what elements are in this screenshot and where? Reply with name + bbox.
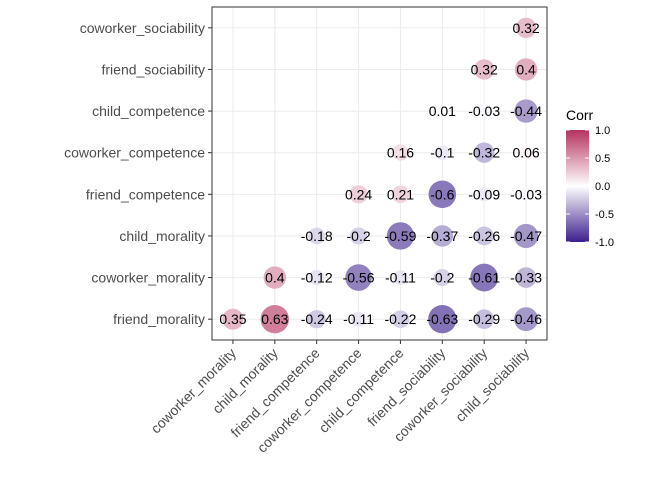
correlation-circle — [433, 268, 451, 287]
y-tick-label: coworker_morality — [91, 270, 205, 286]
y-tick-label: friend_sociability — [102, 61, 206, 77]
x-tick-label: child_sociability — [452, 345, 532, 425]
legend-ticks: 1.0 0.5 0.0 -0.5 -1.0 — [566, 125, 614, 249]
correlation-value-label: 0.01 — [429, 103, 456, 119]
correlation-value-label: -0.61 — [468, 270, 500, 286]
legend: Corr 1.0 0.5 0.0 -0.5 -1.0 — [566, 107, 614, 249]
correlation-circle — [474, 142, 495, 163]
correlation-value-label: 0.35 — [219, 311, 246, 327]
correlation-circle — [474, 59, 495, 80]
correlation-circle — [260, 304, 290, 334]
y-tick-label: friend_competence — [86, 186, 205, 202]
correlation-circle — [435, 145, 450, 160]
correlation-circle — [477, 104, 491, 118]
y-tick-label: coworker_competence — [64, 145, 205, 161]
correlation-value-label: -0.33 — [510, 270, 542, 286]
x-axis-labels: coworker_moralitychild_moralityfriend_co… — [147, 340, 532, 456]
correlation-value-label: -0.37 — [426, 228, 458, 244]
correlation-circle — [308, 227, 326, 245]
correlation-value-label: 0.06 — [512, 145, 539, 161]
correlation-value-label: -0.03 — [510, 186, 542, 202]
correlation-circle — [519, 145, 533, 160]
correlation-circle — [307, 310, 326, 329]
correlation-value-label: 0.16 — [387, 145, 414, 161]
correlation-value-label: -0.18 — [301, 228, 333, 244]
correlation-circles — [222, 17, 539, 334]
correlation-value-label: 0.63 — [261, 311, 288, 327]
correlation-value-label: 0.21 — [387, 186, 414, 202]
correlation-value-label: -0.2 — [430, 270, 454, 286]
correlation-circle — [392, 144, 409, 161]
correlation-circle — [349, 185, 368, 204]
legend-title: Corr — [566, 107, 594, 123]
correlation-circle — [436, 104, 449, 118]
correlation-value-label: -0.6 — [430, 186, 454, 202]
correlation-value-label: -0.22 — [384, 311, 416, 327]
correlation-value-label: -0.03 — [468, 103, 500, 119]
correlation-circle — [428, 304, 457, 334]
y-axis-labels: friend_morality coworker_morality child_mo… — [64, 20, 212, 327]
panel-border — [211, 6, 548, 341]
correlation-circle — [431, 225, 454, 247]
correlation-value-label: -0.2 — [347, 228, 371, 244]
correlation-circle — [519, 187, 533, 201]
correlation-circle — [391, 185, 410, 204]
legend-tick-label: 0.5 — [595, 153, 610, 165]
correlation-circle — [263, 266, 287, 289]
correlation-value-label: -0.59 — [384, 228, 416, 244]
correlation-circle — [474, 309, 494, 329]
legend-tick-label: 0.0 — [595, 181, 610, 193]
correlation-circle — [514, 58, 538, 81]
correlation-circle — [477, 187, 492, 202]
correlation-circle — [345, 264, 372, 291]
correlation-circle — [470, 263, 499, 292]
correlation-circle — [351, 311, 366, 327]
correlation-value-label: -0.12 — [301, 270, 333, 286]
legend-tick-label: -0.5 — [595, 209, 614, 221]
correlation-value-label: -0.24 — [301, 311, 333, 327]
correlation-circle — [515, 17, 537, 38]
correlation-circle — [349, 227, 368, 245]
correlation-value-label: -0.47 — [510, 228, 542, 244]
correlation-value-label: -0.56 — [343, 270, 375, 286]
correlation-circle — [386, 222, 415, 250]
correlation-circle — [514, 99, 538, 123]
correlation-value-label: 0.32 — [471, 61, 498, 77]
correlation-value-label: 0.32 — [512, 20, 539, 36]
correlation-labels: 0.35 0.63 -0.24 -0.11 -0.22 -0.63 -0.29 -0.46 0.… — [219, 20, 542, 327]
correlation-value-label: -0.11 — [385, 270, 416, 286]
y-tick-label: friend_morality — [113, 311, 205, 327]
correlation-circle — [474, 226, 494, 246]
correlation-circle — [513, 223, 539, 249]
correlation-value-label: -0.63 — [426, 311, 458, 327]
correlation-value-label: 0.4 — [516, 61, 536, 77]
correlation-circle — [391, 310, 410, 329]
correlation-circle — [309, 270, 325, 286]
correlation-value-label: -0.29 — [468, 311, 500, 327]
legend-colorbar — [566, 130, 589, 242]
y-tick-label: child_morality — [119, 228, 205, 244]
legend-tick-label: 1.0 — [595, 125, 610, 137]
correlation-circle — [393, 270, 408, 285]
correlation-circle — [515, 267, 537, 288]
correlation-value-label: -0.11 — [343, 311, 374, 327]
correlation-circle — [222, 308, 244, 330]
correlation-circle — [514, 307, 539, 332]
panel-background — [212, 7, 547, 340]
legend-tick-label: -1.0 — [595, 237, 614, 249]
y-tick-label: child_competence — [92, 103, 205, 119]
correlation-value-label: -0.32 — [468, 145, 500, 161]
y-tick-label: coworker_sociability — [80, 20, 205, 36]
correlation-circle — [428, 180, 457, 209]
correlation-value-label: 0.24 — [345, 186, 372, 202]
correlation-value-label: -0.09 — [468, 186, 500, 202]
correlation-value-label: -0.46 — [510, 311, 542, 327]
correlation-value-label: -0.26 — [468, 228, 500, 244]
correlation-value-label: 0.4 — [265, 270, 285, 286]
correlation-value-label: -0.1 — [430, 145, 454, 161]
correlation-value-label: -0.44 — [510, 103, 542, 119]
